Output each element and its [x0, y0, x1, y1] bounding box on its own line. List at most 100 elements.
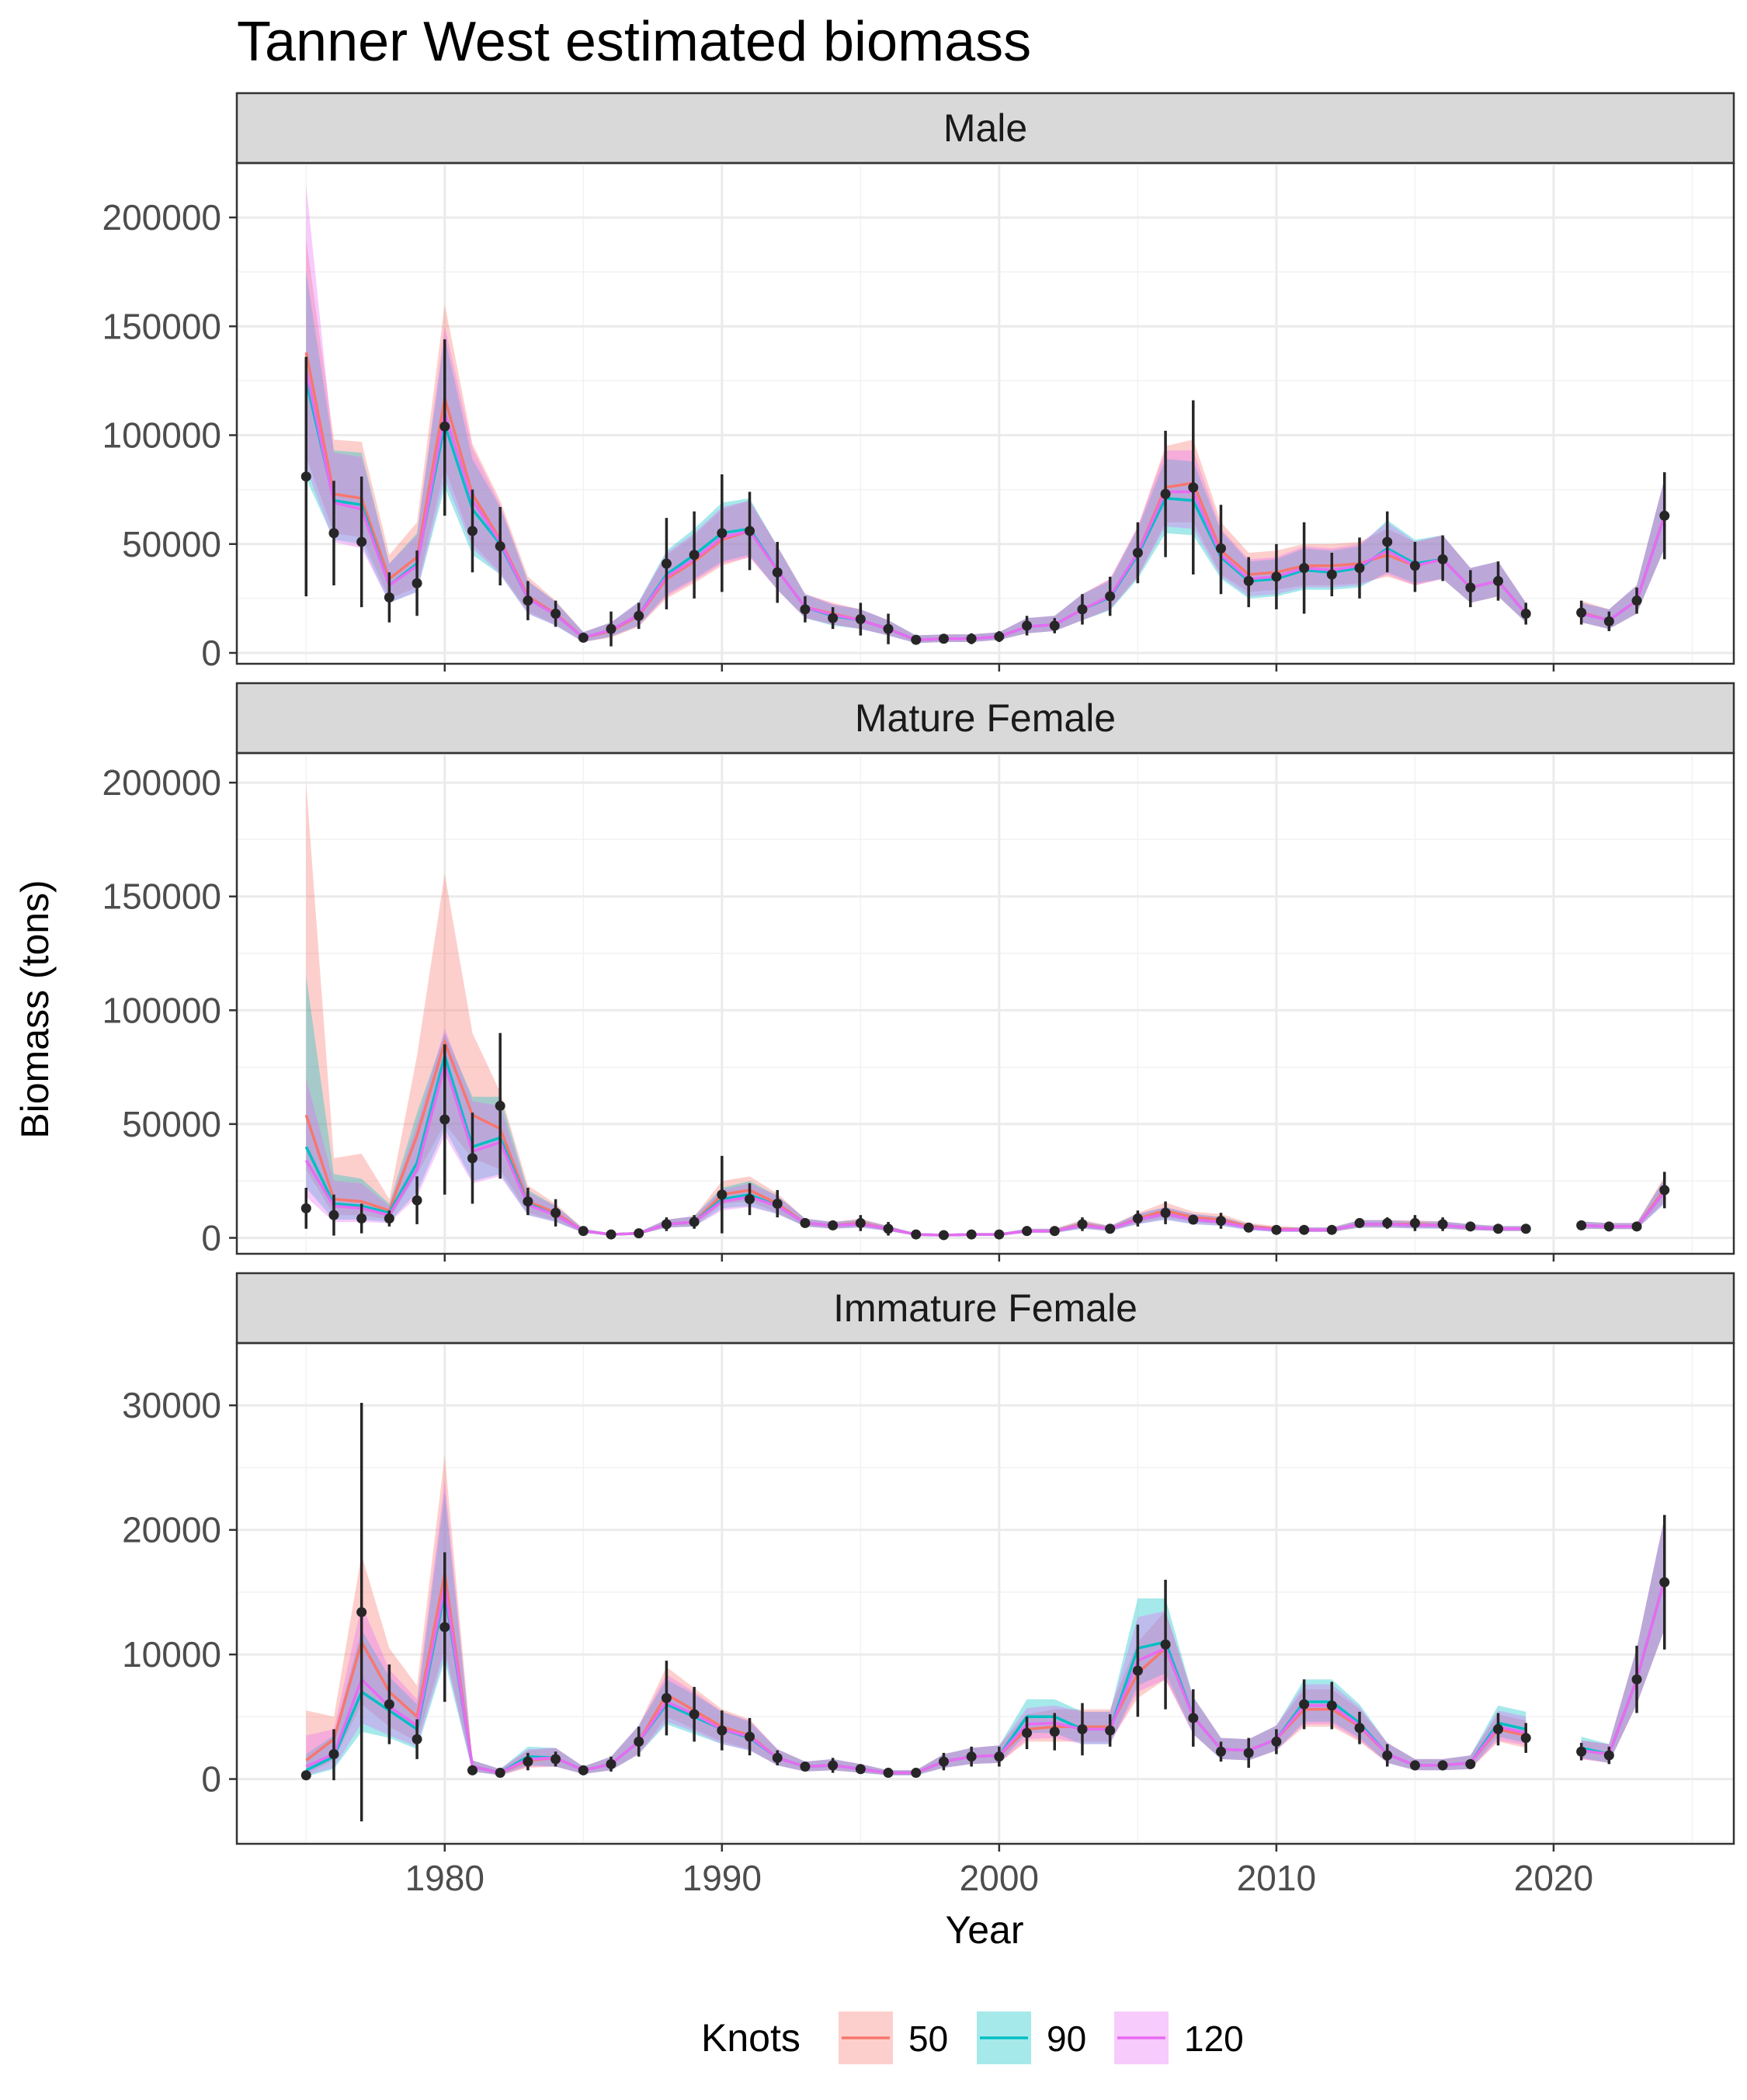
observed-point [966, 1751, 977, 1762]
observed-point [1105, 1224, 1116, 1234]
y-tick-label: 0 [201, 1217, 221, 1258]
observed-point [1022, 1226, 1033, 1237]
observed-point [828, 1760, 839, 1771]
observed-point [523, 595, 533, 606]
observed-point [1188, 482, 1199, 493]
observed-point [717, 528, 728, 539]
observed-point [384, 1213, 394, 1224]
observed-point [1299, 1224, 1310, 1235]
observed-point [1631, 1674, 1642, 1685]
y-tick-label: 200000 [102, 762, 222, 803]
observed-point [883, 623, 894, 634]
observed-point [772, 1752, 783, 1763]
observed-point [634, 1736, 644, 1747]
observed-point [1188, 1214, 1199, 1225]
ribbon-knots-120 [1581, 1517, 1665, 1763]
observed-point [467, 1765, 478, 1775]
observed-point [1493, 575, 1504, 586]
panel-border [235, 1342, 1735, 1845]
panel-1: Mature Female 0 50000 100000 150000 200000 [102, 682, 1735, 1262]
facet-strip [235, 682, 1735, 755]
observed-point [1409, 561, 1420, 571]
observed-point [1603, 1750, 1614, 1761]
observed-point [412, 1195, 422, 1206]
observed-point [300, 1203, 311, 1213]
observed-point [1077, 604, 1088, 615]
observed-point [550, 1754, 561, 1765]
observed-point [578, 632, 589, 643]
observed-point [1022, 620, 1033, 631]
observed-point [1271, 1736, 1282, 1747]
observed-point [828, 1220, 839, 1230]
y-tick-label: 20000 [122, 1510, 221, 1550]
ribbon-knots-90 [306, 272, 1526, 644]
observed-point [1659, 1185, 1670, 1196]
observed-point [467, 526, 478, 536]
observed-point [1409, 1760, 1420, 1771]
observed-point [1382, 536, 1393, 547]
observed-point [384, 592, 394, 602]
observed-point [689, 550, 700, 561]
observed-point [550, 609, 561, 619]
observed-point [772, 1199, 783, 1209]
observed-point [1132, 547, 1143, 558]
observed-point [606, 1229, 616, 1240]
observed-point [994, 1229, 1005, 1240]
y-tick-label: 150000 [102, 876, 222, 917]
ribbon-knots-120 [1581, 1178, 1665, 1230]
observed-point [1049, 1727, 1060, 1737]
observed-point [855, 1764, 866, 1775]
observed-point [1659, 1577, 1670, 1588]
facet-strip-label: Male [943, 106, 1027, 150]
observed-point [745, 1194, 755, 1205]
observed-point [1326, 569, 1337, 580]
observed-point [356, 536, 367, 547]
panel-border [235, 751, 1735, 1255]
y-tick-label: 150000 [102, 306, 222, 346]
observed-point [300, 471, 311, 482]
gridlines [237, 162, 1734, 664]
y-tick-label: 0 [201, 1759, 221, 1800]
observed-point [661, 1692, 672, 1703]
observed-point [800, 1762, 811, 1772]
observed-point [883, 1224, 894, 1234]
observed-point [1243, 1222, 1254, 1233]
y-tick-label: 50000 [122, 524, 221, 564]
facet-strip-label: Mature Female [855, 696, 1116, 740]
y-tick-label: 200000 [102, 197, 222, 238]
y-axis-title: Biomass (tons) [13, 880, 57, 1138]
x-tick-label: 2020 [1514, 1858, 1593, 1898]
observed-point [1437, 1760, 1448, 1771]
legend-label: 120 [1184, 2018, 1244, 2059]
observed-point [578, 1765, 589, 1775]
x-tick-label: 1990 [682, 1858, 762, 1898]
observed-point [606, 623, 616, 634]
observed-point [1215, 1746, 1226, 1757]
observed-point [412, 1734, 422, 1744]
facet-strip-label: Immature Female [833, 1286, 1137, 1330]
observed-point [1659, 510, 1670, 521]
facet-strip [235, 1272, 1735, 1345]
observed-point [495, 541, 505, 552]
observed-point [938, 633, 949, 644]
observed-point [1132, 1213, 1143, 1224]
observed-point [800, 604, 811, 615]
observed-point [495, 1100, 505, 1111]
observed-point [938, 1756, 949, 1767]
observed-point [384, 1699, 394, 1710]
y-tick-label: 50000 [122, 1104, 221, 1144]
observed-point [1603, 616, 1614, 627]
observed-point [1243, 1748, 1254, 1758]
observed-point [1354, 563, 1365, 574]
observed-point [717, 1725, 728, 1736]
observed-point [1299, 1699, 1310, 1710]
observed-point [467, 1153, 478, 1164]
line-knots-50 [305, 1573, 1526, 1775]
observed-point [412, 578, 422, 588]
observed-point [1631, 595, 1642, 606]
observed-point [1160, 1639, 1171, 1650]
observed-point [1160, 488, 1171, 499]
observed-point [1132, 1665, 1143, 1676]
observed-point [717, 1189, 728, 1200]
